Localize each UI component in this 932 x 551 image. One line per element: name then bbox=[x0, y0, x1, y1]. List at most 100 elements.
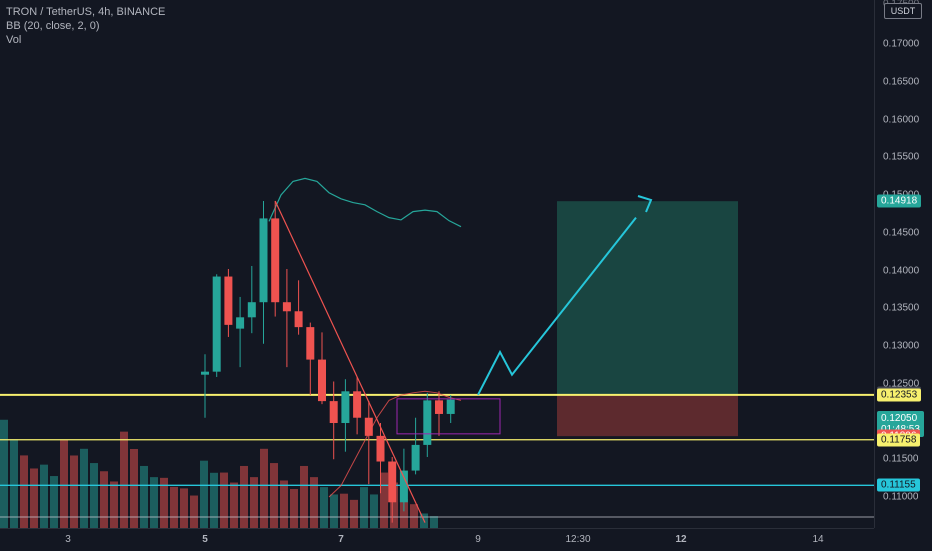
volume-bar bbox=[130, 448, 138, 528]
candle-body bbox=[364, 417, 373, 436]
candle-body bbox=[259, 218, 268, 303]
volume-bar bbox=[290, 489, 298, 528]
volume-bar bbox=[400, 498, 408, 528]
price-tick: 0.13000 bbox=[883, 340, 920, 352]
price-tick: 0.13500 bbox=[883, 302, 920, 314]
candle-body bbox=[399, 470, 408, 503]
candle-body bbox=[247, 302, 256, 318]
candle-body bbox=[411, 444, 420, 471]
volume-bar bbox=[60, 439, 68, 528]
volume-bar bbox=[50, 476, 58, 528]
projection-arrowhead bbox=[637, 195, 653, 213]
volume-bar bbox=[40, 464, 48, 528]
volume-bar bbox=[210, 472, 218, 528]
candle-body bbox=[212, 276, 221, 372]
candle-body bbox=[388, 461, 397, 503]
price-marker-resistance[interactable]: 0.12353 bbox=[877, 388, 922, 402]
volume-bar bbox=[100, 471, 108, 528]
volume-bar bbox=[150, 477, 158, 528]
bollinger-legend[interactable]: BB (20, close, 2, 0) bbox=[6, 20, 100, 32]
trend-line bbox=[274, 200, 426, 523]
volume-bar bbox=[110, 481, 118, 528]
volume-bar bbox=[340, 493, 348, 528]
volume-bar bbox=[230, 482, 238, 528]
volume-bar bbox=[0, 419, 8, 528]
price-tick: 0.16500 bbox=[883, 76, 920, 88]
price-tick: 0.11000 bbox=[883, 491, 919, 503]
currency-button[interactable]: USDT bbox=[884, 3, 922, 19]
volume-bar bbox=[180, 488, 188, 528]
chart-legend: TRON / TetherUS, 4h, BINANCE BB (20, clo… bbox=[6, 5, 165, 47]
time-tick: 5 bbox=[202, 534, 208, 545]
volume-bar bbox=[160, 477, 168, 528]
volume-bar bbox=[260, 448, 268, 528]
volume-bar bbox=[30, 468, 38, 528]
volume-bar bbox=[370, 494, 378, 528]
volume-bar bbox=[330, 494, 338, 528]
volume-bar bbox=[190, 495, 198, 528]
candle-body bbox=[446, 399, 455, 414]
candle-body bbox=[236, 317, 245, 329]
candle-body bbox=[376, 435, 385, 462]
volume-legend[interactable]: Vol bbox=[6, 34, 22, 46]
time-tick: 9 bbox=[475, 534, 481, 545]
price-tick: 0.12500 bbox=[883, 378, 920, 390]
volume-bar bbox=[430, 516, 438, 528]
time-tick: 7 bbox=[338, 534, 344, 545]
candle-body bbox=[294, 311, 303, 328]
time-axis[interactable]: 3 5 7 9 12:30 12 14 bbox=[0, 528, 874, 551]
time-tick: 12 bbox=[675, 534, 687, 545]
candle-body bbox=[353, 391, 362, 418]
volume-bar bbox=[220, 472, 228, 528]
price-tick: 0.14000 bbox=[883, 265, 920, 276]
price-axis[interactable]: 0.175000.170000.165000.160000.155000.150… bbox=[874, 0, 932, 528]
volume-bar bbox=[310, 477, 318, 528]
symbol-legend[interactable]: TRON / TetherUS, 4h, BINANCE bbox=[6, 6, 166, 18]
volume-bar bbox=[120, 431, 128, 528]
volume-bar bbox=[390, 482, 398, 528]
volume-bar bbox=[300, 465, 308, 528]
price-marker-support[interactable]: 0.11155 bbox=[877, 478, 920, 492]
volume-bar bbox=[140, 465, 148, 528]
selection-box bbox=[396, 398, 501, 435]
candle-body bbox=[423, 400, 432, 445]
volume-bar bbox=[10, 439, 18, 528]
volume-bar bbox=[200, 460, 208, 528]
stop-zone bbox=[557, 394, 738, 437]
candle-body bbox=[271, 218, 280, 303]
candle-body bbox=[318, 359, 326, 402]
target-zone bbox=[557, 201, 738, 395]
price-chart[interactable] bbox=[0, 0, 874, 528]
projection-path bbox=[477, 217, 637, 396]
bollinger-upper-line bbox=[268, 177, 462, 228]
time-tick: 12:30 bbox=[565, 534, 591, 545]
volume-bar bbox=[90, 463, 98, 528]
volume-bar bbox=[170, 486, 178, 528]
price-marker-level[interactable]: 0.11758 bbox=[877, 433, 921, 447]
volume-bar bbox=[240, 465, 248, 528]
volume-bar bbox=[360, 487, 368, 528]
candle-body bbox=[435, 400, 443, 414]
volume-bar bbox=[80, 448, 88, 528]
volume-bar bbox=[270, 463, 278, 528]
candle-body bbox=[224, 276, 233, 325]
candle-body bbox=[201, 371, 209, 375]
price-tick: 0.17000 bbox=[883, 38, 920, 50]
price-tick: 0.14500 bbox=[883, 227, 920, 239]
candle-body bbox=[341, 391, 350, 424]
volume-bar bbox=[20, 455, 28, 528]
time-tick: 3 bbox=[65, 534, 71, 545]
volume-bar bbox=[410, 504, 418, 528]
volume-bar bbox=[350, 499, 358, 528]
volume-bar bbox=[70, 455, 78, 528]
candle-body bbox=[282, 302, 291, 312]
price-tick: 0.16000 bbox=[883, 114, 920, 125]
volume-bar bbox=[320, 487, 328, 528]
volume-bar bbox=[380, 472, 388, 528]
price-tick: 0.15500 bbox=[883, 151, 920, 163]
volume-bar bbox=[250, 477, 258, 528]
candle-body bbox=[329, 401, 338, 424]
time-tick: 14 bbox=[812, 534, 824, 545]
price-marker-target[interactable]: 0.14918 bbox=[877, 194, 922, 208]
